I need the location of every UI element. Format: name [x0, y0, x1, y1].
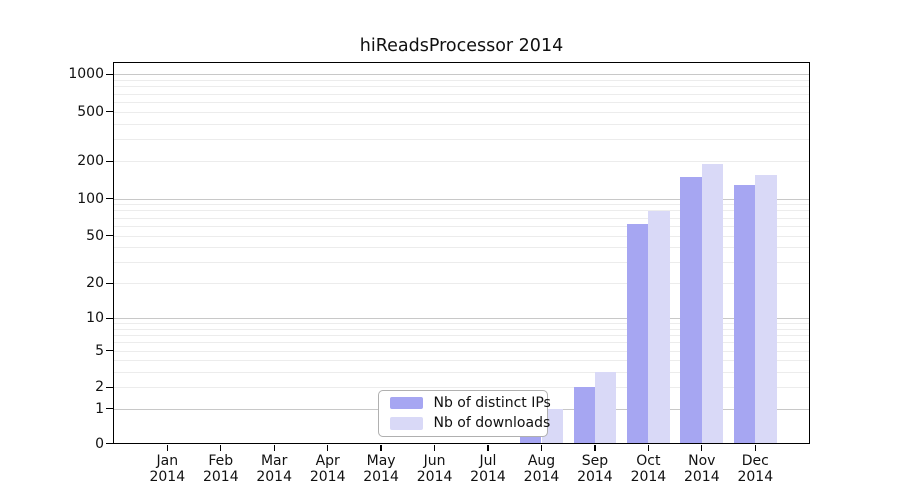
y-tick-mark — [106, 234, 113, 237]
x-axis-tick-label: Dec 2014 — [737, 452, 774, 486]
gridline-minor — [114, 225, 809, 227]
bar-distinct-ips — [573, 387, 595, 444]
gridline-minor — [114, 210, 809, 212]
gridline-major — [114, 198, 809, 200]
x-tick-mark — [220, 444, 222, 451]
x-axis-tick-label: Apr 2014 — [309, 452, 346, 486]
x-axis-tick-label: May 2014 — [363, 452, 399, 486]
x-tick-mark — [754, 444, 756, 451]
bar-downloads — [648, 211, 670, 444]
y-axis-tick-label: 0 — [95, 435, 104, 452]
legend-item-downloads: Nb of downloads — [389, 415, 550, 431]
gridline-minor — [114, 329, 809, 330]
x-axis-tick-label: Mar 2014 — [256, 452, 292, 486]
x-tick-mark — [433, 444, 436, 451]
y-axis-tick-label: 5 — [95, 342, 104, 359]
gridline-minor — [114, 101, 809, 103]
x-axis-tick-label: Jan 2014 — [149, 452, 186, 486]
y-axis-tick-label: 1000 — [68, 66, 104, 83]
x-tick-mark — [594, 444, 596, 451]
y-tick-mark — [106, 407, 113, 410]
gridline-minor — [114, 204, 809, 206]
y-axis-tick-label: 2 — [95, 379, 104, 396]
y-tick-mark — [106, 160, 113, 162]
gridline-minor — [114, 350, 809, 352]
x-tick-mark — [166, 444, 168, 451]
bar-distinct-ips — [680, 177, 702, 444]
y-axis-tick-label: 1 — [95, 400, 104, 417]
gridline-minor — [114, 360, 809, 362]
gridline-minor — [114, 123, 809, 125]
x-axis-tick-label: Aug 2014 — [523, 452, 560, 486]
x-axis-tick-label: Nov 2014 — [683, 452, 720, 486]
gridline-minor — [114, 283, 809, 285]
bar-distinct-ips — [733, 185, 756, 444]
y-axis-tick-label: 100 — [77, 190, 104, 207]
y-tick-mark — [106, 73, 113, 75]
x-tick-mark — [273, 444, 275, 451]
bar-distinct-ips — [627, 224, 649, 444]
gridline-major — [114, 74, 809, 76]
gridline-minor — [114, 372, 809, 374]
x-tick-mark — [487, 444, 489, 451]
gridline-minor — [114, 79, 809, 81]
y-axis-tick-label: 20 — [86, 275, 104, 292]
x-tick-mark — [540, 444, 543, 451]
x-axis-tick-label: Jul 2014 — [470, 452, 506, 486]
chart-title: hiReadsProcessor 2014 — [359, 36, 564, 56]
gridline-minor — [114, 161, 809, 163]
gridline-major — [114, 318, 809, 320]
y-axis-tick-label: 10 — [86, 310, 104, 327]
bar-downloads — [594, 372, 617, 444]
gridline-minor — [114, 387, 809, 389]
gridline-minor — [114, 342, 809, 344]
gridline-minor — [114, 139, 809, 141]
gridline-minor — [114, 247, 809, 249]
legend-label-distinct-ips: Nb of distinct IPs — [433, 395, 551, 412]
bar-downloads — [755, 174, 777, 444]
legend-swatch-distinct-ips — [389, 396, 423, 410]
x-tick-mark — [380, 444, 382, 451]
x-tick-mark — [327, 444, 329, 451]
x-axis-tick-label: Oct 2014 — [630, 452, 667, 486]
y-tick-mark — [106, 111, 113, 113]
gridline-minor — [114, 86, 809, 88]
y-tick-mark — [106, 350, 113, 352]
gridline-minor — [114, 262, 809, 264]
y-tick-mark — [106, 386, 113, 388]
gridline-minor — [114, 217, 809, 219]
gridline-minor — [114, 93, 809, 95]
legend-item-distinct-ips: Nb of distinct IPs — [389, 395, 551, 411]
legend-swatch-downloads — [389, 417, 423, 430]
x-axis-tick-label: Sep 2014 — [577, 452, 613, 486]
gridline-minor — [114, 111, 809, 113]
y-axis-tick-label: 500 — [77, 103, 104, 120]
y-tick-mark — [106, 442, 113, 445]
x-tick-mark — [647, 444, 649, 451]
y-axis-tick-label: 200 — [77, 153, 104, 170]
legend: Nb of distinct IPs Nb of downloads — [377, 390, 551, 437]
gridline-minor — [114, 323, 809, 325]
gridline-minor — [114, 235, 809, 237]
legend-label-downloads: Nb of downloads — [433, 415, 551, 432]
x-tick-mark — [701, 444, 703, 451]
y-tick-mark — [106, 317, 113, 319]
x-axis-tick-label: Jun 2014 — [416, 452, 453, 486]
y-tick-mark — [106, 197, 113, 200]
x-axis-tick-label: Feb 2014 — [202, 452, 239, 486]
y-axis-tick-label: 50 — [86, 227, 104, 244]
gridline-minor — [114, 335, 809, 337]
y-tick-mark — [106, 282, 113, 285]
bar-downloads — [701, 164, 724, 444]
